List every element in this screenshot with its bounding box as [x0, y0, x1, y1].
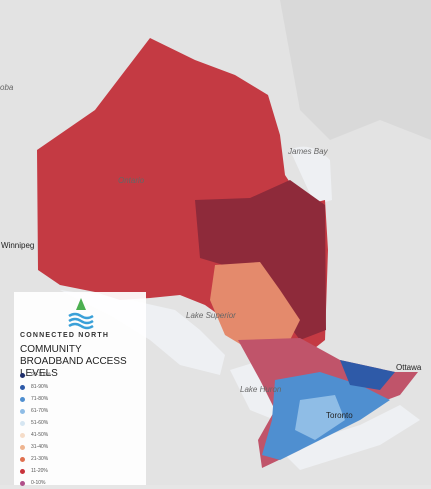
- place-labels: oba Ontario James Bay Winnipeg Lake Supe…: [0, 83, 422, 420]
- james-bay: [290, 146, 332, 205]
- legend-title: COMMUNITY BROADBAND ACCESS LEVELS: [20, 344, 127, 379]
- legend-label: 31-40%: [31, 444, 49, 450]
- lake-erie-ontario: [280, 405, 420, 470]
- legend-swatch: [20, 384, 25, 390]
- legend-label: 61-70%: [31, 408, 49, 414]
- legend-swatch: [20, 456, 25, 462]
- legend-label: 0-10%: [31, 480, 46, 486]
- legend-item: 11-20%: [20, 465, 51, 477]
- place-label: Winnipeg: [1, 241, 34, 250]
- legend-label: 81-90%: [31, 384, 49, 390]
- place-label: Ontario: [118, 176, 145, 185]
- legend-item: 51-60%: [20, 417, 51, 429]
- legend-item: 31-40%: [20, 441, 51, 453]
- legend-item: 91-100%: [20, 369, 51, 381]
- ottawa-area: [340, 360, 395, 390]
- legend-swatch: [20, 480, 25, 486]
- legend-swatch: [20, 444, 25, 450]
- legend-item: 71-80%: [20, 393, 51, 405]
- legend: CONNECTED NORTH COMMUNITY BROADBAND ACCE…: [14, 292, 146, 486]
- place-label: Ottawa: [396, 363, 422, 372]
- legend-label: 91-100%: [31, 372, 52, 378]
- legend-swatch: [20, 372, 25, 378]
- legend-swatch: [20, 468, 25, 474]
- place-label: Toronto: [326, 411, 353, 420]
- legend-swatch: [20, 420, 25, 426]
- legend-swatch: [20, 432, 25, 438]
- brand-logo: [68, 298, 94, 330]
- legend-label: 11-20%: [31, 468, 48, 474]
- legend-swatch: [20, 396, 25, 402]
- place-label: Lake Huron: [240, 385, 282, 394]
- brand-name: CONNECTED NORTH: [20, 332, 110, 339]
- place-label: James Bay: [287, 147, 329, 156]
- place-label: Lake Superior: [186, 311, 236, 320]
- legend-item: 41-50%: [20, 429, 51, 441]
- toronto-area: [295, 395, 345, 440]
- legend-label: 51-60%: [31, 420, 49, 426]
- legend-item: 61-70%: [20, 405, 51, 417]
- legend-swatch: [20, 408, 25, 414]
- legend-item: 0-10%: [20, 477, 51, 489]
- legend-label: 71-80%: [31, 396, 49, 402]
- northeast-region: [195, 180, 326, 340]
- legend-items: 91-100% 81-90% 71-80% 61-70% 51-60% 41-50% 31-…: [20, 369, 51, 489]
- land-east: [280, 0, 431, 140]
- legend-item: 81-90%: [20, 381, 51, 393]
- legend-label: 21-30%: [31, 456, 49, 462]
- central-region: [210, 262, 300, 350]
- legend-label: 41-50%: [31, 432, 49, 438]
- place-label: oba: [0, 83, 14, 92]
- legend-item: 21-30%: [20, 453, 51, 465]
